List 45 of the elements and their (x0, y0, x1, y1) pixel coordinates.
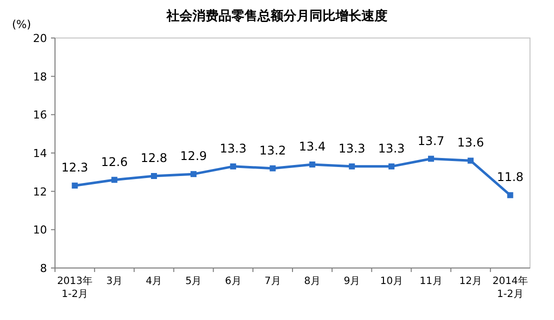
x-tick-label: 5月 (185, 276, 202, 287)
point (190, 171, 197, 178)
point (428, 156, 434, 162)
point (507, 192, 514, 198)
data-label: 12.9 (180, 149, 207, 164)
data-label: 12.6 (101, 154, 128, 169)
data-label: 13.7 (418, 134, 444, 148)
x-tick-label: 4月 (146, 276, 162, 287)
x-tick-label: 6月 (224, 276, 242, 287)
point (72, 182, 78, 189)
x-tick-label: 3月 (106, 276, 123, 287)
data-label: 13.3 (378, 141, 405, 156)
point (309, 162, 316, 168)
y-tick-label: 18 (33, 70, 47, 84)
x-tick-label: 8月 (304, 276, 320, 287)
data-label: 12.3 (61, 160, 88, 175)
point (230, 163, 236, 170)
x-tick-label: 11月 (420, 276, 442, 287)
data-label: 12.8 (140, 151, 168, 165)
x-tick-label: 10月 (380, 276, 403, 287)
y-tick-label: 8 (40, 262, 47, 275)
x-tick-label: 9月 (344, 276, 360, 287)
point (111, 176, 118, 183)
point (348, 163, 355, 170)
y-tick-label: 14 (33, 147, 47, 160)
data-label: 13.3 (220, 141, 246, 156)
x-tick-label: 12月 (459, 276, 482, 287)
chart-title: 社会消费品零售总额分月同比增长速度 (166, 8, 388, 24)
y-tick-label: 20 (33, 32, 47, 45)
point (388, 163, 394, 170)
point (468, 158, 474, 164)
data-label: 13.3 (338, 141, 366, 156)
point (270, 165, 276, 172)
x-tick-label: 2014年 1-2月 (492, 275, 528, 300)
data-label: 11.8 (496, 170, 524, 184)
y-tick-label: 10 (33, 224, 47, 237)
data-label: 13.2 (259, 143, 286, 158)
data-label: 13.4 (298, 140, 326, 154)
x-tick-label: 2013年 1-2月 (57, 275, 93, 300)
y-axis-title: (%) (12, 18, 32, 31)
point (150, 173, 157, 179)
x-tick-label: 7月 (264, 276, 281, 287)
data-label: 13.6 (457, 136, 484, 150)
y-tick-label: 12 (33, 185, 47, 198)
y-tick-label: 16 (33, 108, 47, 122)
